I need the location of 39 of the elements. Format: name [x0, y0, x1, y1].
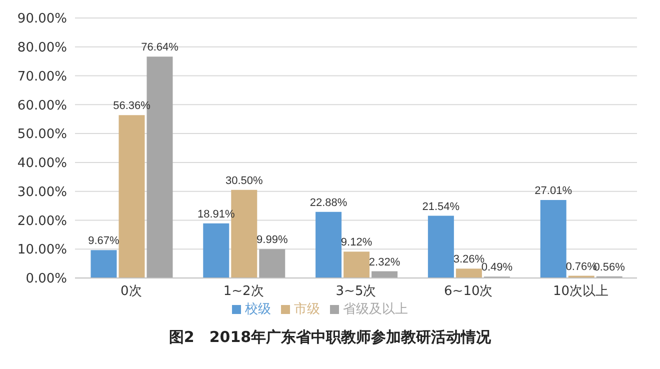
x-tick-label: 3~5次 — [336, 284, 376, 300]
y-tick-label: 90.00% — [17, 12, 67, 27]
bar — [259, 249, 286, 278]
x-tick-label: 0次 — [120, 284, 142, 300]
data-label: 21.54% — [422, 200, 460, 213]
bar — [344, 252, 370, 278]
bar — [316, 212, 342, 278]
data-label: 22.88% — [310, 196, 348, 209]
text: 图2 2018年广东省中职教师参加教研活动情况 — [168, 328, 492, 347]
y-tick-label: 0.00% — [26, 272, 67, 287]
y-tick-label: 30.00% — [17, 184, 67, 200]
legend-label: 省级及以上 — [343, 302, 408, 317]
bar — [456, 268, 482, 278]
x-tick-label: 10次以上 — [553, 284, 609, 300]
bar — [118, 115, 145, 278]
legend-label: 校级 — [245, 302, 271, 317]
data-label: 56.36% — [113, 100, 151, 112]
bar — [372, 271, 398, 278]
data-label: 9.67% — [88, 235, 120, 248]
x-tick-label: 6~10次 — [444, 284, 493, 300]
y-tick-label: 20.00% — [17, 214, 67, 229]
y-tick-label: 50.00% — [17, 127, 67, 142]
data-label: 2.32% — [368, 256, 400, 268]
bar — [428, 216, 454, 278]
y-tick-label: 40.00% — [17, 156, 67, 172]
legend-label: 市级 — [294, 302, 320, 317]
bar — [90, 250, 117, 278]
y-tick-label: 80.00% — [17, 40, 67, 56]
y-tick-label: 70.00% — [17, 69, 67, 84]
x-tick-label: 1~2次 — [223, 284, 264, 300]
bar — [540, 200, 566, 278]
data-label: 30.50% — [225, 174, 264, 187]
data-label: 0.49% — [481, 262, 513, 274]
y-tick-label: 60.00% — [17, 98, 67, 114]
y-tick-label: 10.00% — [17, 242, 67, 258]
data-label: 9.99% — [256, 234, 288, 246]
bar — [203, 223, 230, 278]
data-label: 76.64% — [141, 42, 179, 54]
data-label: 27.01% — [534, 184, 572, 197]
